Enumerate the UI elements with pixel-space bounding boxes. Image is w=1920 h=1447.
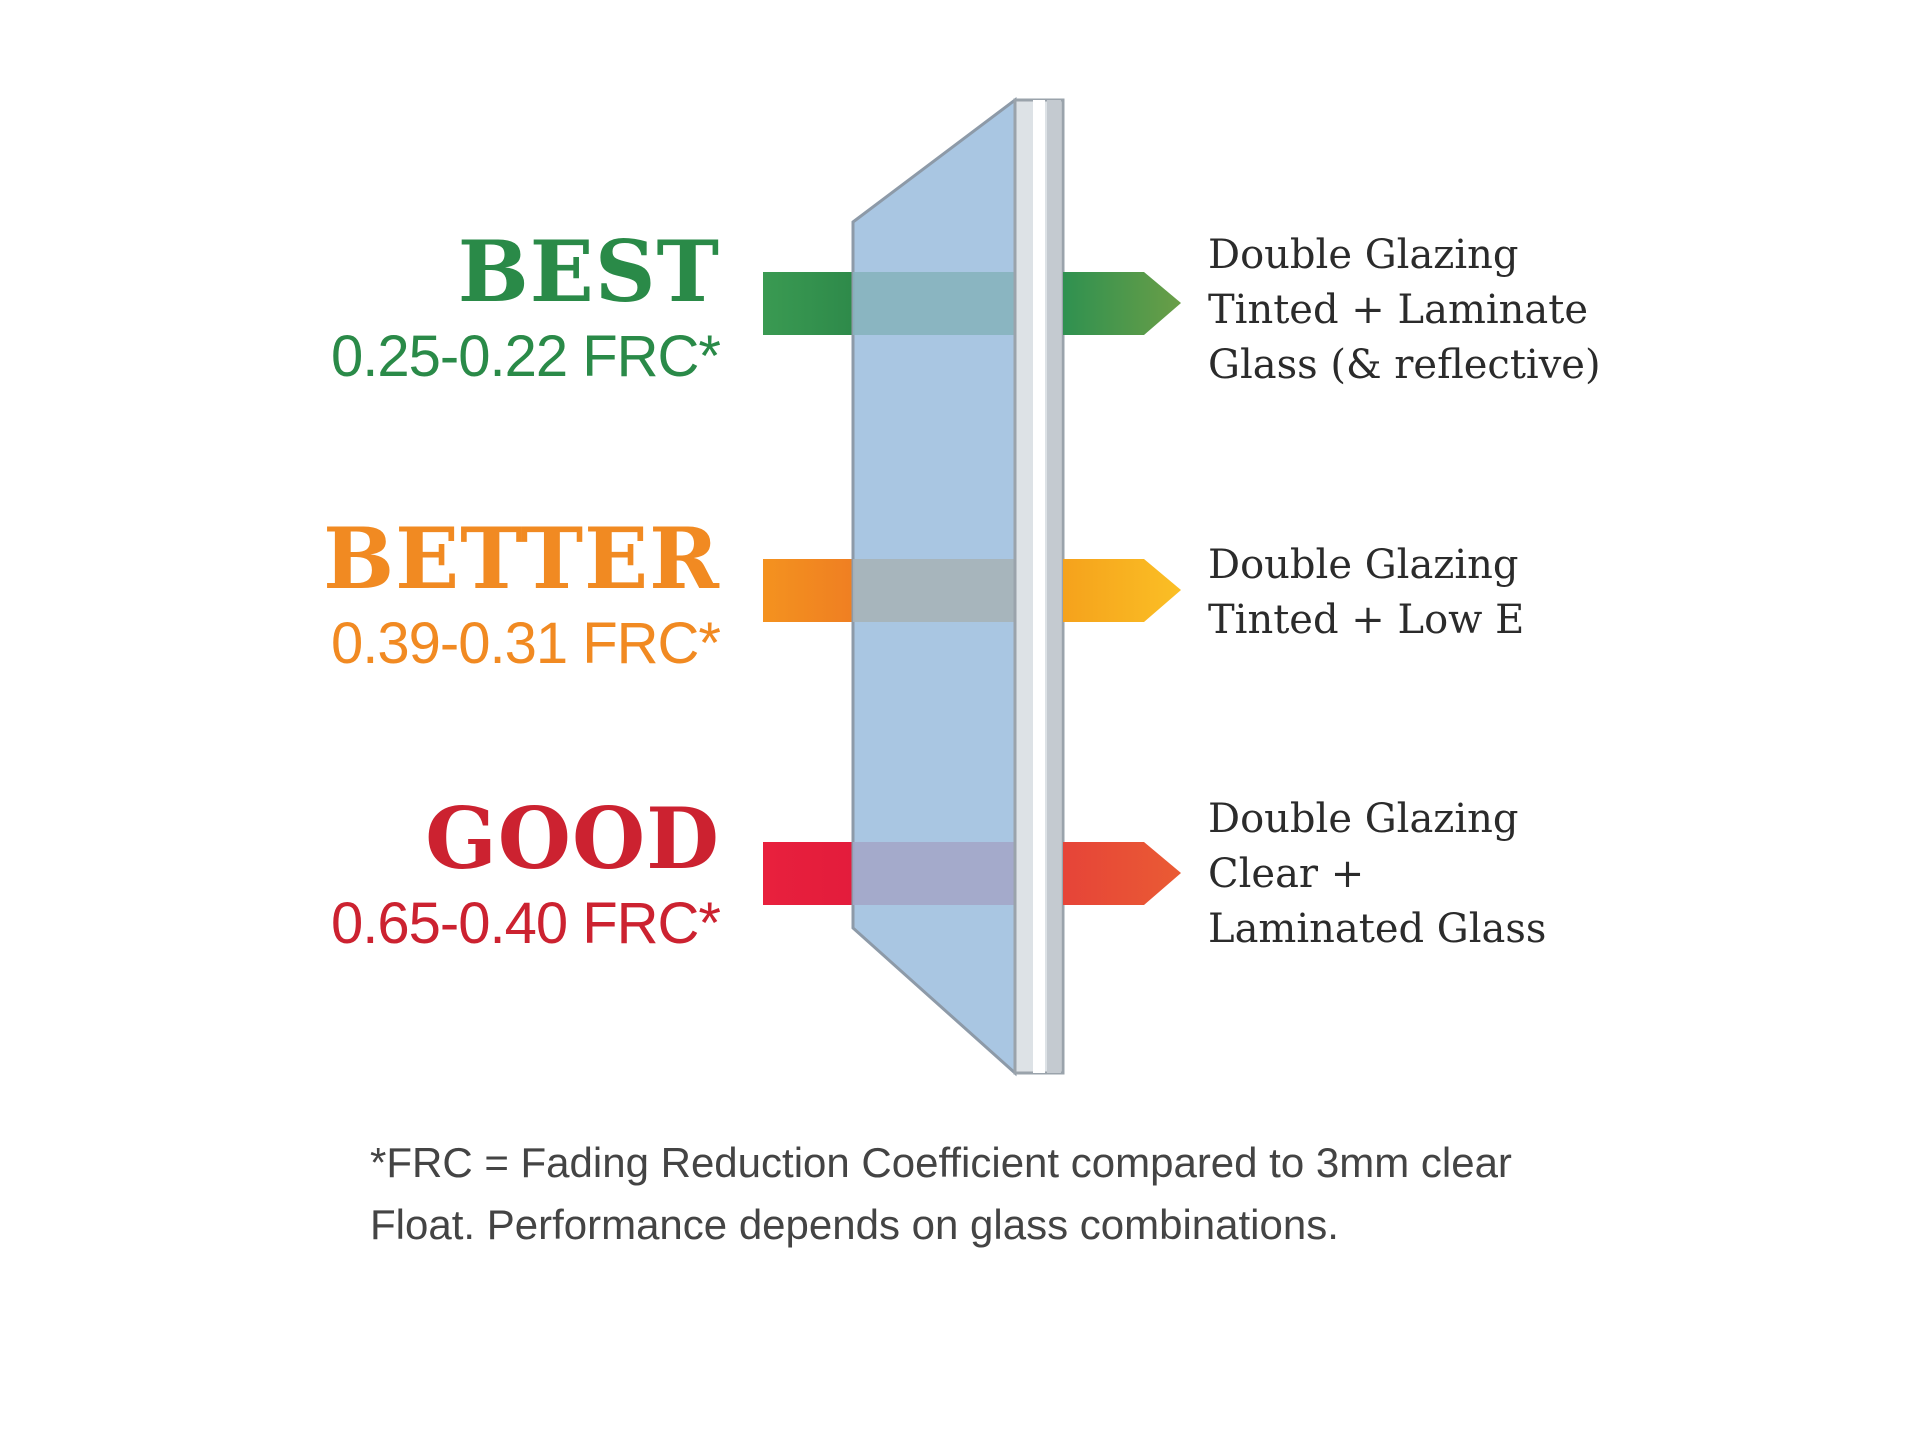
tier-best-desc-line: Glass (& reflective) <box>1208 342 1601 388</box>
tier-better-description: Double Glazing Tinted + Low E <box>1208 538 1524 648</box>
tier-best-description: Double Glazing Tinted + Laminate Glass (… <box>1208 228 1601 393</box>
tier-best-label: BEST 0.25-0.22 FRC* <box>331 222 721 389</box>
through-band-best <box>853 272 1015 335</box>
tier-better-frc: 0.39-0.31 FRC* <box>331 611 721 676</box>
glass-spacer-inner <box>1033 100 1045 1073</box>
through-band-good <box>853 842 1015 905</box>
tier-better-label: BETTER 0.39-0.31 FRC* <box>323 509 721 676</box>
outgoing-arrow-better <box>1063 559 1181 622</box>
tier-good-name: GOOD <box>425 789 720 888</box>
incoming-band-better <box>763 559 853 622</box>
tier-better-name: BETTER <box>323 509 720 608</box>
outgoing-arrow-good <box>1063 842 1181 905</box>
incoming-band-good <box>763 842 853 905</box>
tier-good-desc-line: Double Glazing <box>1208 796 1519 842</box>
tier-good-frc: 0.65-0.40 FRC* <box>331 891 721 956</box>
tier-best-name: BEST <box>457 222 720 321</box>
incoming-band-best <box>763 272 853 335</box>
tier-best-desc-line: Tinted + Laminate <box>1208 287 1589 333</box>
tier-better-desc-line: Double Glazing <box>1208 542 1519 588</box>
tier-best-frc: 0.25-0.22 FRC* <box>331 324 721 389</box>
glass-spacer-shade <box>1047 100 1061 1073</box>
tier-best-desc-line: Double Glazing <box>1208 232 1519 278</box>
tier-better-desc-line: Tinted + Low E <box>1208 597 1525 643</box>
tier-good-desc-line: Clear + <box>1208 851 1365 897</box>
tier-good-desc-line: Laminated Glass <box>1208 906 1547 952</box>
footnote: *FRC = Fading Reduction Coefficient comp… <box>370 1139 1512 1248</box>
outgoing-arrow-best <box>1063 272 1181 335</box>
tier-good-description: Double Glazing Clear + Laminated Glass <box>1208 792 1546 957</box>
through-band-better <box>853 559 1015 622</box>
tier-good-label: GOOD 0.65-0.40 FRC* <box>331 789 721 956</box>
